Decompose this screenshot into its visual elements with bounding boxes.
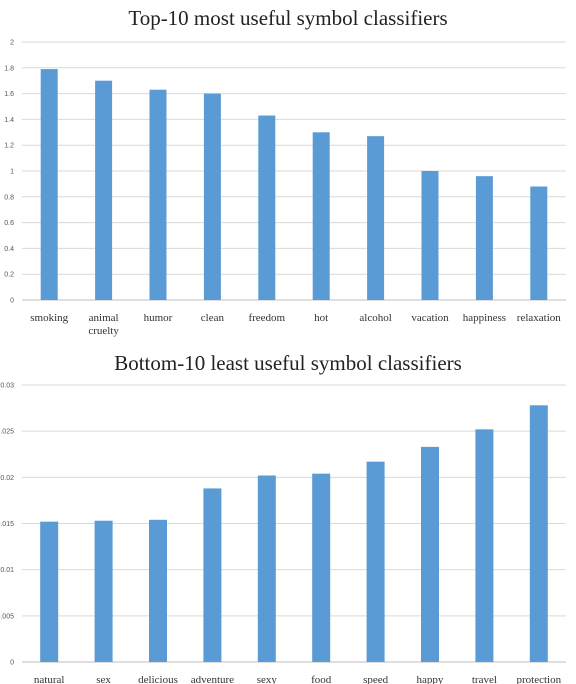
bar-protection [529,405,548,662]
x-category-label: freedom [248,312,285,324]
y-tick-label: 0.01 [0,567,14,574]
bar-travel [475,429,494,662]
bottom-chart-x-labels: natural sex delicious adventure sexy food spee… [34,674,562,684]
x-category-label: sex [96,674,111,684]
x-category-label: adventure [191,674,234,684]
y-tick-label: 0.6 [4,220,14,227]
bottom-chart-y-ticks: 0 0.005 0.01 0.015 0.02 0.025 0.03 [0,383,14,667]
bar-humor [149,89,167,300]
bar-alcohol [367,136,385,300]
x-category-label: happy [417,674,444,684]
bar-animal-cruelty [95,80,113,300]
y-tick-label: 0.03 [0,383,14,390]
top-chart-bars [40,69,548,300]
top-chart-x-labels: smoking animal cruelty humor clean freedom hot… [30,312,561,337]
x-category-label: food [311,674,332,684]
y-tick-label: 0.005 [0,613,14,620]
top-chart-title: Top-10 most useful symbol classifiers [128,6,447,30]
x-category-label: animal cruelty [88,312,119,337]
bar-natural [40,521,59,662]
bar-food [312,473,331,662]
y-tick-label: 1 [10,169,14,176]
y-tick-label: 0.025 [0,429,14,436]
x-category-label: alcohol [359,312,391,324]
bar-happy [421,446,439,662]
bar-delicious [149,519,167,662]
bar-clean [203,93,221,300]
x-category-label: happiness [463,312,506,324]
bottom-chart-bars [40,405,548,662]
bar-hot [312,132,330,300]
y-tick-label: 1.6 [4,91,14,98]
x-category-label: vacation [411,312,449,324]
bar-relaxation [530,186,548,300]
x-category-label: delicious [138,674,178,684]
y-tick-label: 0 [10,660,14,667]
bottom-chart-title: Bottom-10 least useful symbol classifier… [114,351,462,375]
x-category-label: natural [34,674,65,684]
bar-sex [94,520,113,662]
bar-sexy [257,475,276,662]
x-category-label: clean [201,312,225,324]
bottom-10-chart: Bottom-10 least useful symbol classifier… [0,351,566,684]
bar-speed [366,461,385,662]
x-category-label: speed [363,674,389,684]
y-tick-label: 1.4 [4,117,14,124]
x-category-label: sexy [257,674,278,684]
top-10-chart: Top-10 most useful symbol classifiers 00… [4,6,566,337]
y-tick-label: 1.8 [4,65,14,72]
y-tick-label: 2 [10,40,14,47]
y-tick-label: 0.02 [0,475,14,482]
x-category-label: hot [314,312,328,324]
bar-freedom [258,115,276,300]
bar-adventure [203,488,222,662]
bar-happiness [475,176,493,300]
bar-smoking [40,69,58,300]
top-chart-grid [22,41,566,301]
top-chart-y-ticks: 0 0.2 0.4 0.6 0.8 1 1.2 1.4 1.6 1.8 2 [4,40,14,305]
bar-vacation [421,171,439,300]
x-category-label: relaxation [517,312,561,324]
x-category-label: travel [472,674,497,684]
y-tick-label: 0.2 [4,272,14,279]
y-tick-label: 0.4 [4,246,14,253]
bottom-chart-grid [22,384,566,663]
y-tick-label: 0 [10,298,14,305]
y-tick-label: 0.015 [0,521,14,528]
x-category-label: protection [516,674,561,684]
x-category-label: smoking [30,312,68,324]
y-tick-label: 1.2 [4,143,14,150]
x-category-label: humor [144,312,173,324]
y-tick-label: 0.8 [4,194,14,201]
